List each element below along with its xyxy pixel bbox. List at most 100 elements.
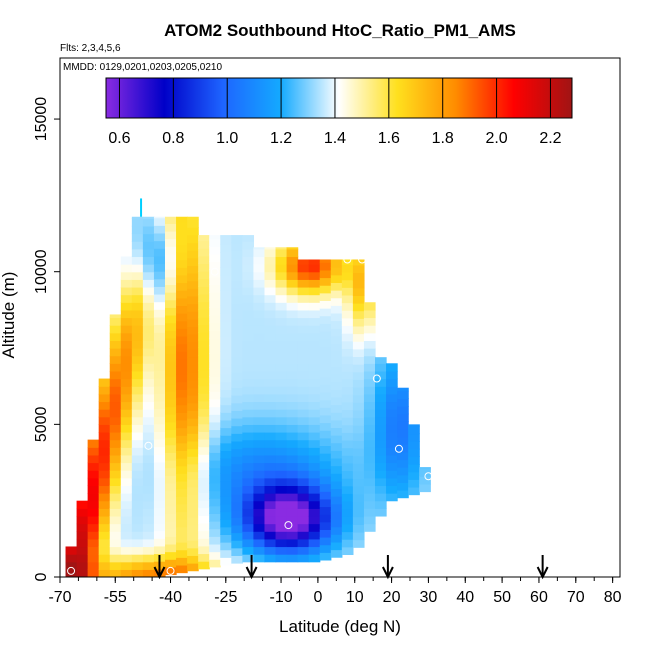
heatmap-cell	[176, 511, 188, 520]
heatmap-cell	[419, 483, 431, 493]
heatmap-cell	[264, 325, 277, 334]
heatmap-cell	[308, 470, 321, 479]
heatmap-cell	[308, 485, 321, 494]
heatmap-cell	[165, 269, 177, 278]
heatmap-cell	[264, 286, 277, 296]
heatmap-cell	[165, 482, 177, 492]
heatmap-cell	[286, 500, 299, 509]
heatmap-cell	[297, 264, 310, 273]
heatmap-cell	[209, 429, 221, 438]
heatmap-cell	[286, 554, 299, 563]
heatmap-cell	[297, 477, 310, 487]
heatmap-cell	[363, 424, 376, 433]
heatmap-cell	[275, 431, 288, 441]
heatmap-cell	[375, 447, 387, 456]
heatmap-cell	[109, 416, 122, 425]
x-tick-label: 0	[313, 589, 322, 606]
heatmap-cell	[242, 378, 255, 387]
heatmap-cell	[131, 279, 144, 288]
heatmap-cell	[275, 370, 288, 380]
heatmap-cell	[120, 561, 133, 570]
heatmap-cell	[397, 459, 409, 468]
heatmap-cell	[308, 294, 321, 303]
heatmap-cell	[187, 272, 199, 282]
heatmap-cell	[187, 257, 199, 266]
heatmap-cell	[330, 549, 343, 558]
heatmap-cell	[198, 500, 210, 509]
heatmap-cell	[297, 286, 310, 296]
heatmap-cell	[352, 325, 365, 335]
heatmap-cell	[242, 340, 255, 349]
heatmap-cell	[286, 393, 299, 403]
flights-label: Flts: 2,3,4,5,6	[60, 43, 121, 54]
heatmap-cell	[231, 364, 243, 373]
heatmap-cell	[352, 455, 365, 464]
heatmap-cell	[120, 386, 133, 395]
heatmap-cell	[363, 302, 376, 311]
heatmap-cell	[341, 455, 354, 464]
heatmap-cell	[286, 332, 299, 341]
heatmap-cell	[386, 477, 398, 487]
heatmap-cell	[242, 348, 255, 357]
heatmap-cell	[220, 442, 232, 452]
heatmap-cell	[286, 264, 299, 273]
heatmap-cell	[253, 401, 266, 410]
heatmap-cell	[397, 436, 409, 445]
heatmap-cell	[165, 337, 177, 347]
heatmap-cell	[264, 500, 277, 509]
heatmap-cell	[242, 370, 255, 380]
heatmap-cell	[286, 485, 299, 494]
heatmap-cell	[142, 241, 155, 250]
heatmap-cell	[131, 340, 144, 349]
heatmap-cell	[275, 500, 288, 509]
sample-point	[358, 255, 367, 264]
heatmap-cell	[231, 265, 243, 274]
heatmap-cell	[330, 511, 343, 520]
heatmap-cell	[297, 515, 310, 525]
heatmap-cell	[220, 542, 232, 551]
heatmap-cell	[187, 425, 199, 434]
heatmap-cell	[242, 286, 255, 296]
heatmap-cell	[352, 440, 365, 449]
x-tick-label: 20	[383, 589, 401, 606]
heatmap-cell	[187, 402, 199, 411]
heatmap-cell	[253, 294, 266, 303]
heatmap-cell	[341, 371, 354, 380]
heatmap-cell	[142, 317, 155, 326]
sample-points	[67, 255, 433, 575]
heatmap-cell	[120, 531, 133, 540]
heatmap-cell	[209, 391, 221, 400]
heatmap-cell	[120, 317, 133, 326]
heatmap-cell	[153, 507, 166, 516]
heatmap-cell	[275, 546, 288, 555]
heatmap-cell	[253, 264, 266, 273]
heatmap-cell	[341, 409, 354, 418]
heatmap-cell	[209, 299, 221, 308]
heatmap-cell	[109, 531, 122, 540]
heatmap-cell	[363, 401, 376, 410]
heatmap-cell	[187, 288, 199, 297]
heatmap-cell	[198, 484, 210, 494]
heatmap-cell	[231, 540, 243, 549]
heatmap-cell	[308, 439, 321, 448]
heatmap-cell	[120, 462, 133, 471]
heatmap-cell	[142, 493, 155, 502]
colorbar-tick-label: 1.4	[324, 130, 346, 147]
heatmap-cell	[253, 431, 266, 441]
colorbar-ticks: 0.6 0.8 1.0 1.2 1.4 1.6 1.8 2.0 2.2	[108, 78, 562, 147]
heatmap-cell	[375, 393, 387, 403]
heatmap-cell	[231, 547, 243, 556]
heatmap-cell	[253, 439, 266, 448]
heatmap-cell	[231, 524, 243, 534]
heatmap-cell	[209, 284, 221, 293]
heatmap-cell	[375, 378, 387, 387]
heatmap-cell	[165, 536, 177, 545]
heatmap-cell	[198, 332, 210, 341]
heatmap-cell	[76, 538, 89, 548]
heatmap-cell	[308, 309, 321, 319]
heatmap-cell	[131, 393, 144, 403]
heatmap-cell	[187, 234, 199, 244]
heatmap-cell	[98, 554, 111, 563]
heatmap-cell	[319, 323, 332, 332]
heatmap-cell	[275, 256, 288, 265]
